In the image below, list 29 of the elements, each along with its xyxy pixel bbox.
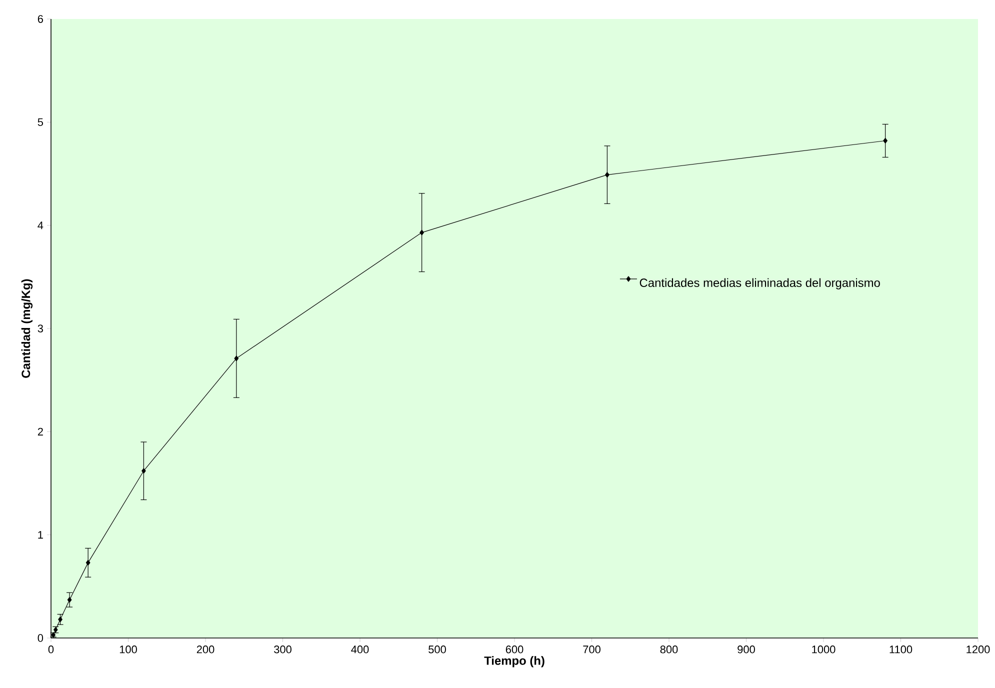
point [234, 356, 239, 362]
x-tick-label: 800 [660, 646, 678, 654]
point [142, 468, 146, 474]
x-tick-label: 200 [196, 646, 214, 654]
x-tick-label: 700 [583, 646, 600, 654]
y-tick-label: 2 [38, 428, 43, 436]
x-tick-label: 1000 [812, 646, 836, 654]
y-tick-label: 5 [38, 118, 44, 126]
point [67, 597, 72, 603]
x-tick-label: 600 [506, 646, 524, 654]
y-tick-label: 3 [38, 324, 43, 332]
x-tick-label: 400 [351, 646, 369, 654]
x-tick-label: 900 [738, 646, 755, 654]
x-tick-label: 100 [120, 646, 137, 654]
legend-label: Cantidades medias eliminadas del organismo [640, 278, 880, 290]
y-tick-label: 4 [38, 222, 44, 230]
y-axis-title: Cantidad (mg/Kg) [21, 279, 33, 378]
point [58, 616, 62, 622]
y-tick-label: 6 [38, 15, 43, 23]
x-axis-title: Tiempo (h) [484, 656, 544, 668]
x-tick-label: 1200 [966, 646, 990, 654]
point [420, 230, 424, 236]
x-tick-label: 1100 [890, 646, 912, 654]
x-tick-label: 0 [48, 646, 54, 654]
y-tick-label: 0 [38, 634, 44, 642]
y-tick-label: 1 [38, 531, 43, 539]
point [86, 560, 90, 566]
x-tick-label: 300 [274, 646, 292, 654]
x-tick-label: 500 [428, 646, 446, 654]
